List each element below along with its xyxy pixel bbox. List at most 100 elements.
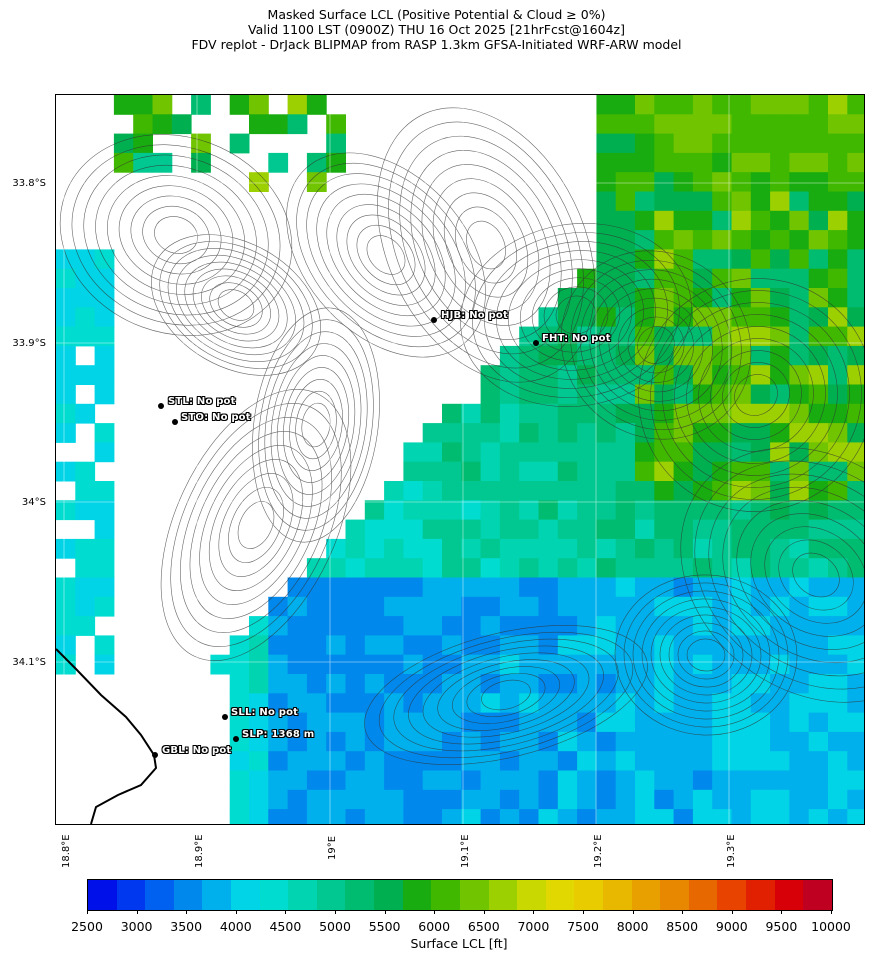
lcl-cell [828, 481, 848, 501]
lcl-cell [770, 95, 790, 115]
lcl-cell [789, 461, 810, 482]
lcl-cell [828, 384, 848, 405]
lcl-cell [789, 770, 810, 791]
terrain-contour [698, 338, 814, 452]
lcl-cell [808, 345, 829, 366]
lcl-cell [596, 403, 617, 424]
lcl-cell [654, 172, 675, 192]
lcl-cell [596, 712, 617, 733]
lcl-cell [75, 326, 96, 347]
lcl-cell [403, 789, 424, 810]
lcl-cell [635, 461, 655, 482]
lcl-cell [847, 461, 864, 482]
lcl-cell [538, 481, 559, 501]
lcl-cell [596, 519, 617, 540]
terrain-contour [366, 235, 406, 275]
lcl-cell [596, 674, 617, 694]
lcl-cell [384, 751, 404, 771]
lcl-cell [133, 114, 153, 135]
terrain-contour [627, 316, 685, 374]
lcl-cell [403, 500, 424, 521]
lcl-cell [442, 789, 462, 810]
lcl-cell [673, 210, 694, 231]
lcl-cell [789, 751, 810, 771]
terrain-contour [451, 666, 561, 724]
lcl-cell [750, 230, 771, 250]
lcl-cell [847, 133, 864, 154]
lcl-cell [731, 500, 752, 521]
terrain-contour [668, 622, 744, 688]
lcl-cell [654, 461, 675, 482]
terrain-contour [106, 175, 246, 295]
lcl-cell [847, 442, 864, 463]
lcl-cell [461, 519, 482, 540]
lcl-cell [712, 731, 732, 752]
colorbar-tickmark [483, 910, 485, 914]
lcl-cell [596, 461, 617, 482]
lcl-cell [442, 596, 462, 617]
lcl-cell [442, 654, 462, 675]
lcl-cell [596, 500, 617, 521]
lcl-cell [499, 538, 520, 559]
lcl-cell [731, 461, 752, 482]
lcl-cell [673, 191, 694, 212]
colorbar-swatch [116, 880, 146, 910]
lcl-cell [326, 809, 346, 824]
lcl-cell [249, 654, 269, 675]
lcl-cell [345, 519, 366, 540]
lcl-cell [847, 288, 864, 308]
terrain-contour [326, 193, 446, 317]
lcl-cell [750, 789, 771, 810]
lcl-cell [56, 326, 76, 347]
terrain-contour [472, 232, 680, 398]
lcl-cell [635, 770, 655, 791]
lcl-cell [577, 635, 597, 656]
lcl-cell [422, 519, 443, 540]
lcl-cell [577, 577, 597, 598]
lcl-cell [422, 635, 443, 656]
lcl-cell [94, 481, 115, 501]
map-panel[interactable]: HJB: No pot FHT: No pot STL: No pot STO:… [55, 94, 865, 825]
lcl-cell [712, 268, 732, 289]
lcl-cell [596, 596, 617, 617]
lcl-cell [828, 210, 848, 231]
lcl-cell [133, 95, 153, 115]
lcl-cell [673, 288, 694, 308]
lcl-cell [345, 693, 366, 714]
terrain-contour [708, 473, 864, 677]
lcl-cell [847, 268, 864, 289]
lcl-cell [403, 654, 424, 675]
lcl-cell [422, 442, 443, 463]
lcl-cell [422, 809, 443, 824]
lcl-cell [673, 403, 694, 424]
lcl-cell [384, 577, 404, 598]
terrain-contour [443, 192, 529, 298]
lcl-cell [94, 654, 115, 675]
lcl-cell [538, 519, 559, 540]
lcl-cell [56, 403, 76, 424]
lcl-cell [673, 770, 694, 791]
colorbar-swatch [631, 880, 661, 910]
lcl-cell [306, 616, 327, 636]
lcl-cell [461, 596, 482, 617]
lcl-cell [712, 384, 732, 405]
lcl-cell [56, 654, 76, 675]
lcl-cell [673, 384, 694, 405]
lcl-cell [654, 809, 675, 824]
terrain-contour [750, 513, 864, 637]
lcl-cell [56, 635, 76, 656]
lcl-cell [56, 384, 76, 405]
lcl-cell [384, 481, 404, 501]
lcl-cell [673, 789, 694, 810]
lcl-cell [480, 384, 501, 405]
lcl-cell [403, 635, 424, 656]
lcl-cell [499, 731, 520, 752]
lcl-cell [847, 384, 864, 405]
lcl-cell [847, 770, 864, 791]
lcl-cell [808, 230, 829, 250]
lcl-cell [789, 384, 810, 405]
lcl-cell [808, 249, 829, 270]
terrain-contour [466, 673, 546, 717]
lcl-cell [403, 751, 424, 771]
lcl-cell [403, 693, 424, 714]
